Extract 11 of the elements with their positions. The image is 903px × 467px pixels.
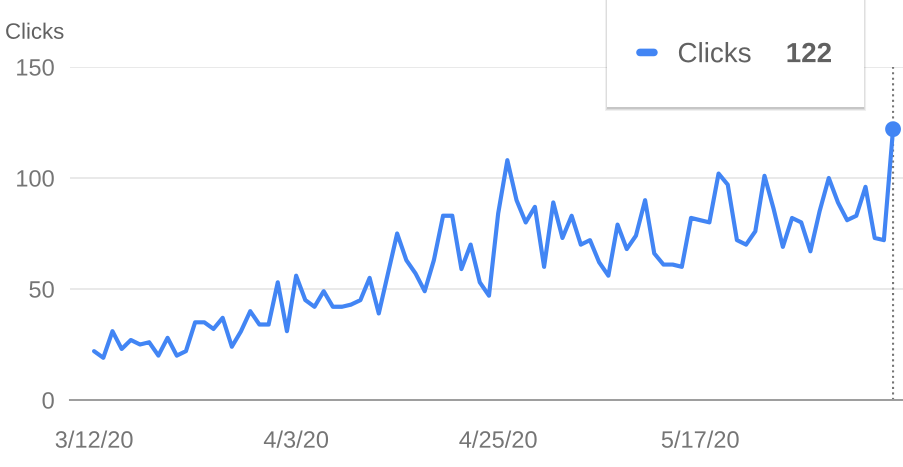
x-tick-label: 4/25/20 <box>459 430 537 448</box>
text: 122 <box>788 42 831 62</box>
x-tick-label: 4/3/20 <box>264 430 328 448</box>
y-tick-label: 100 <box>17 170 54 187</box>
y-tick-label: 150 <box>17 59 54 76</box>
x-tick-label: 5/17/20 <box>662 430 739 448</box>
x-tick-label: 3/12/20 <box>56 430 133 448</box>
y-tick-label: 50 <box>29 281 54 298</box>
legend-label: Clicks <box>678 42 751 62</box>
y-tick-label: 0 <box>42 392 54 409</box>
y-axis-title: Clicks <box>6 22 64 39</box>
